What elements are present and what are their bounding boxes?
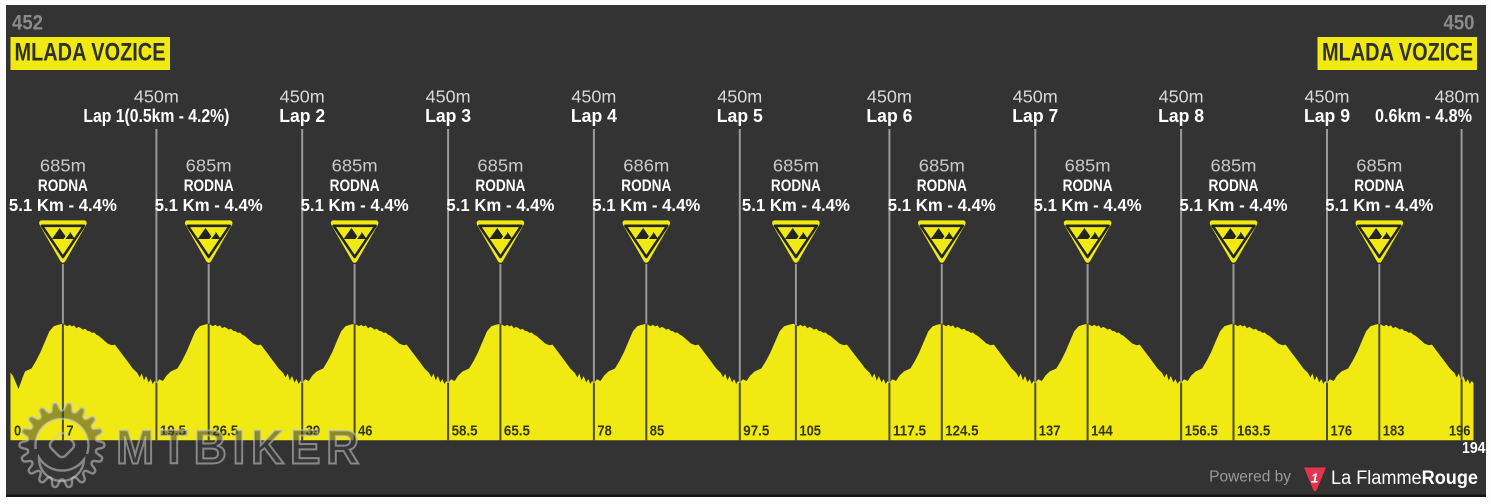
- svg-text:MLADA VOZICE: MLADA VOZICE: [15, 39, 166, 67]
- svg-text:RODNA: RODNA: [621, 177, 671, 195]
- svg-text:RODNA: RODNA: [38, 177, 88, 195]
- svg-text:46: 46: [358, 424, 372, 440]
- svg-text:26.5: 26.5: [212, 424, 238, 440]
- svg-text:RODNA: RODNA: [1354, 177, 1404, 195]
- svg-text:Powered by: Powered by: [1209, 469, 1291, 486]
- svg-text:117.5: 117.5: [893, 424, 926, 440]
- svg-text:MLADA VOZICE: MLADA VOZICE: [1322, 39, 1473, 67]
- svg-text:685m: 685m: [1065, 156, 1111, 176]
- svg-text:Lap 3: Lap 3: [425, 106, 471, 126]
- svg-text:Lap 7: Lap 7: [1012, 106, 1058, 126]
- svg-text:183: 183: [1383, 424, 1405, 440]
- svg-text:163.5: 163.5: [1237, 424, 1270, 440]
- svg-text:5.1 Km - 4.4%: 5.1 Km - 4.4%: [446, 195, 554, 215]
- svg-text:176: 176: [1331, 424, 1353, 440]
- svg-text:97.5: 97.5: [743, 424, 769, 440]
- svg-text:144: 144: [1091, 424, 1113, 440]
- svg-text:105: 105: [799, 424, 821, 440]
- svg-text:85: 85: [650, 424, 664, 440]
- svg-text:1: 1: [1311, 471, 1318, 486]
- svg-text:450m: 450m: [134, 87, 179, 107]
- svg-text:5.1 Km - 4.4%: 5.1 Km - 4.4%: [742, 195, 850, 215]
- svg-text:450m: 450m: [426, 87, 471, 107]
- svg-text:685m: 685m: [1211, 156, 1257, 176]
- svg-text:685m: 685m: [186, 156, 232, 176]
- svg-text:156.5: 156.5: [1185, 424, 1218, 440]
- svg-text:5.1 Km - 4.4%: 5.1 Km - 4.4%: [9, 195, 117, 215]
- svg-text:124.5: 124.5: [945, 424, 978, 440]
- svg-text:RODNA: RODNA: [184, 177, 234, 195]
- svg-text:450: 450: [1444, 12, 1475, 35]
- svg-text:Lap 8: Lap 8: [1158, 106, 1204, 126]
- svg-text:RODNA: RODNA: [330, 177, 380, 195]
- svg-text:137: 137: [1039, 424, 1061, 440]
- svg-text:450m: 450m: [867, 87, 912, 107]
- svg-text:RODNA: RODNA: [1063, 177, 1113, 195]
- svg-text:685m: 685m: [477, 156, 523, 176]
- svg-text:39: 39: [306, 424, 320, 440]
- svg-text:450m: 450m: [717, 87, 762, 107]
- svg-text:78: 78: [597, 424, 611, 440]
- svg-text:Lap 5: Lap 5: [717, 106, 763, 126]
- svg-text:5.1 Km - 4.4%: 5.1 Km - 4.4%: [592, 195, 700, 215]
- svg-text:0.6km - 4.8%: 0.6km - 4.8%: [1375, 106, 1472, 126]
- svg-text:452: 452: [12, 12, 43, 35]
- svg-text:19.5: 19.5: [160, 424, 186, 440]
- svg-text:0: 0: [14, 424, 21, 440]
- svg-text:450m: 450m: [280, 87, 325, 107]
- svg-text:5.1 Km - 4.4%: 5.1 Km - 4.4%: [155, 195, 263, 215]
- svg-text:RODNA: RODNA: [917, 177, 967, 195]
- svg-text:685m: 685m: [332, 156, 378, 176]
- svg-text:196: 196: [1449, 424, 1471, 440]
- svg-text:RODNA: RODNA: [771, 177, 821, 195]
- svg-text:450m: 450m: [1305, 87, 1350, 107]
- svg-text:685m: 685m: [40, 156, 86, 176]
- svg-text:RODNA: RODNA: [475, 177, 525, 195]
- svg-text:5.1 Km - 4.4%: 5.1 Km - 4.4%: [1180, 195, 1288, 215]
- svg-text:686m: 686m: [623, 156, 669, 176]
- svg-text:450m: 450m: [571, 87, 616, 107]
- svg-text:La FlammeRouge: La FlammeRouge: [1331, 468, 1478, 489]
- svg-text:58.5: 58.5: [452, 424, 478, 440]
- svg-text:5.1 Km - 4.4%: 5.1 Km - 4.4%: [1325, 195, 1433, 215]
- svg-text:Lap 9: Lap 9: [1304, 106, 1350, 126]
- svg-text:MTBIKER: MTBIKER: [116, 422, 365, 475]
- svg-text:Lap 4: Lap 4: [571, 106, 617, 126]
- svg-text:685m: 685m: [1356, 156, 1402, 176]
- svg-text:450m: 450m: [1159, 87, 1204, 107]
- svg-text:Lap 2: Lap 2: [279, 106, 325, 126]
- svg-text:RODNA: RODNA: [1209, 177, 1259, 195]
- svg-text:65.5: 65.5: [504, 424, 530, 440]
- svg-text:450m: 450m: [1013, 87, 1058, 107]
- svg-text:7: 7: [66, 424, 73, 440]
- svg-text:5.1 Km - 4.4%: 5.1 Km - 4.4%: [301, 195, 409, 215]
- svg-text:5.1 Km - 4.4%: 5.1 Km - 4.4%: [1034, 195, 1142, 215]
- svg-text:Lap 6: Lap 6: [866, 106, 912, 126]
- svg-text:480m: 480m: [1435, 87, 1480, 107]
- svg-text:Lap 1(0.5km - 4.2%): Lap 1(0.5km - 4.2%): [83, 106, 229, 126]
- svg-text:685m: 685m: [919, 156, 965, 176]
- svg-text:685m: 685m: [773, 156, 819, 176]
- svg-text:194: 194: [1462, 440, 1486, 457]
- svg-text:5.1 Km - 4.4%: 5.1 Km - 4.4%: [888, 195, 996, 215]
